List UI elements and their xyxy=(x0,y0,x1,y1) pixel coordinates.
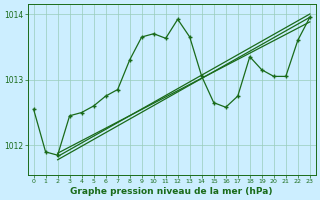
X-axis label: Graphe pression niveau de la mer (hPa): Graphe pression niveau de la mer (hPa) xyxy=(70,187,273,196)
